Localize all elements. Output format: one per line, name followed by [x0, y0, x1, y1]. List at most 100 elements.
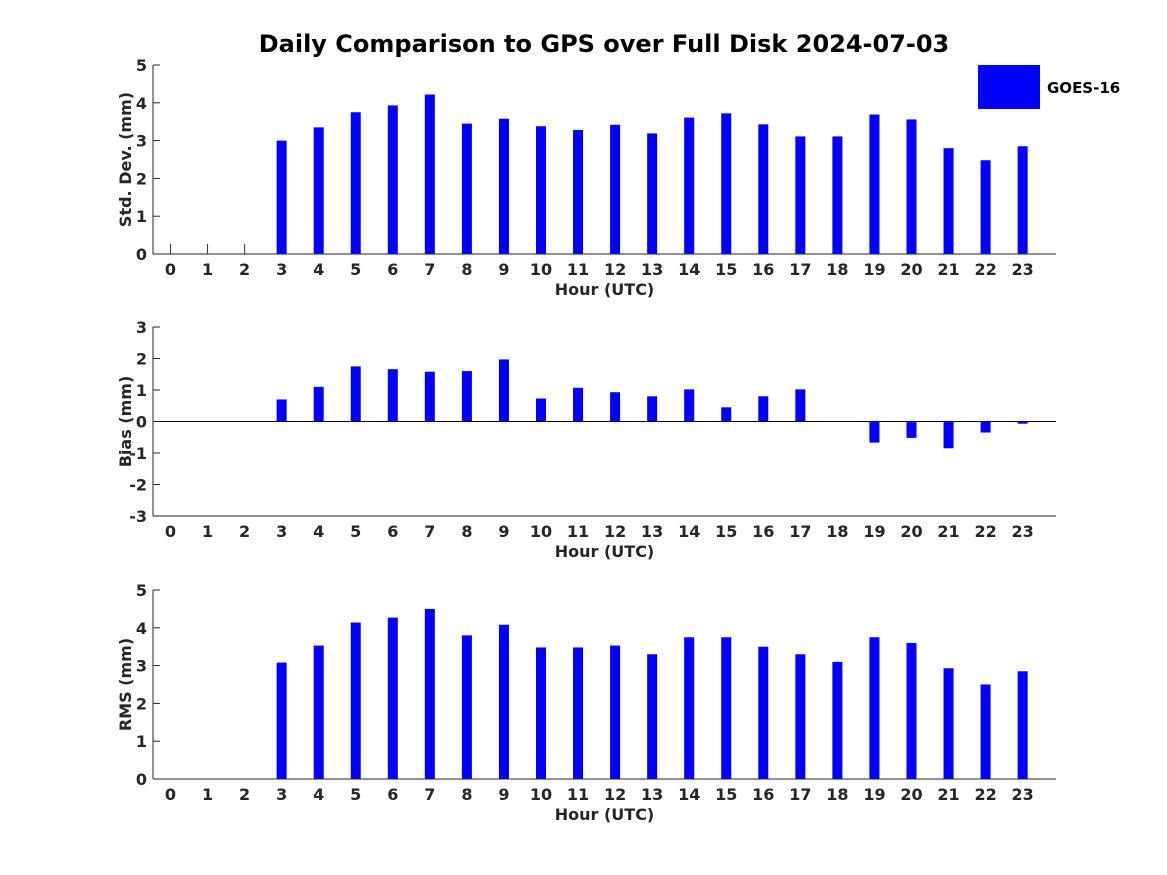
rms-x-tick-label: 13: [641, 785, 663, 804]
bias-x-tick-label: 21: [937, 522, 959, 541]
rms-x-tick-label: 21: [937, 785, 959, 804]
bias-y-tick-label: 0: [136, 413, 147, 432]
std-dev-bar-17: [795, 136, 806, 254]
std-dev-x-tick-label: 0: [165, 260, 176, 279]
rms-y-tick-label: 2: [136, 694, 147, 713]
rms-bar-13: [647, 654, 658, 779]
bias-bar-21: [943, 421, 954, 449]
rms-x-tick-label: 14: [678, 785, 700, 804]
std-dev-x-tick-label: 23: [1012, 260, 1034, 279]
rms-bar-21: [943, 668, 954, 779]
std-dev-bar-19: [869, 114, 880, 254]
bias-y-tick-label: -2: [129, 476, 147, 495]
rms-bar-10: [536, 647, 546, 779]
std-dev-bar-16: [758, 124, 769, 254]
legend: GOES-16: [978, 65, 1120, 109]
rms-bar-7: [424, 608, 435, 779]
rms-bar-16: [758, 646, 769, 779]
std-dev-y-tick-label: 4: [136, 94, 147, 113]
std-dev-bar-15: [721, 113, 732, 254]
rms-x-tick-label: 6: [387, 785, 398, 804]
rms-x-tick-label: 17: [789, 785, 811, 804]
std-dev-bar-10: [536, 126, 546, 254]
std-dev-x-tick-label: 11: [567, 260, 589, 279]
rms-bar-9: [498, 624, 509, 779]
std-dev-x-tick-label: 6: [387, 260, 398, 279]
rms-bar-8: [461, 635, 472, 779]
std-dev-x-tick-label: 16: [752, 260, 774, 279]
rms-bar-6: [387, 617, 398, 779]
std-dev-x-tick-label: 8: [461, 260, 472, 279]
std-dev-bar-4: [313, 127, 324, 254]
bias-x-tick-label: 0: [165, 522, 176, 541]
rms-bar-18: [832, 661, 843, 779]
std-dev-bar-21: [943, 148, 954, 254]
rms-x-tick-label: 19: [863, 785, 885, 804]
bias-x-tick-label: 11: [567, 522, 589, 541]
std-dev-bar-5: [350, 112, 361, 254]
bias-x-tick-label: 8: [461, 522, 472, 541]
rms-x-tick-label: 10: [530, 785, 552, 804]
std-dev-x-tick-label: 10: [530, 260, 552, 279]
bias-x-tick-label: 2: [239, 522, 250, 541]
bias-y-tick-label: 1: [136, 381, 147, 400]
bias-x-tick-label: 1: [202, 522, 213, 541]
rms-x-tick-label: 22: [974, 785, 996, 804]
std-dev-y-axis-label: Std. Dev. (mm): [116, 92, 135, 227]
std-dev-x-tick-label: 2: [239, 260, 250, 279]
bias-bar-16: [758, 396, 769, 422]
std-dev-y-tick-label: 2: [136, 169, 147, 188]
legend-swatch-goes16: [978, 65, 1040, 109]
bias-bar-7: [424, 371, 435, 422]
bias-bar-9: [498, 359, 509, 422]
std-dev-x-tick-label: 12: [604, 260, 626, 279]
rms-x-tick-label: 8: [461, 785, 472, 804]
bias-bar-10: [536, 398, 546, 422]
bias-bar-11: [573, 387, 584, 422]
rms-x-tick-label: 9: [498, 785, 509, 804]
rms-bar-15: [721, 637, 732, 779]
bias-bar-13: [647, 396, 658, 422]
bias-x-tick-label: 20: [900, 522, 922, 541]
bias-x-tick-label: 10: [530, 522, 552, 541]
rms-bar-14: [684, 637, 695, 779]
bias-bar-23: [1017, 421, 1028, 424]
bias-y-axis-label: Bias (mm): [116, 376, 135, 468]
rms-x-tick-label: 3: [276, 785, 287, 804]
std-dev-bar-18: [832, 136, 843, 254]
rms-y-axis-label: RMS (mm): [116, 638, 135, 731]
std-dev-bar-12: [610, 124, 621, 254]
rms-y-tick-label: 4: [136, 619, 147, 638]
bias-bar-19: [869, 421, 880, 443]
rms-x-tick-label: 11: [567, 785, 589, 804]
bias-bar-5: [350, 366, 361, 422]
std-dev-bar-22: [980, 160, 991, 254]
std-dev-x-tick-label: 4: [313, 260, 324, 279]
bias-x-tick-label: 12: [604, 522, 626, 541]
bias-x-tick-label: 17: [789, 522, 811, 541]
std-dev-bar-23: [1017, 146, 1028, 254]
bias-bar-4: [313, 386, 324, 422]
std-dev-bar-11: [573, 130, 584, 254]
bias-y-tick-label: 3: [136, 318, 147, 337]
rms-bar-20: [906, 642, 917, 779]
rms-y-tick-label: 5: [136, 581, 147, 600]
rms-bar-12: [610, 645, 621, 779]
rms-x-axis-label: Hour (UTC): [555, 805, 655, 824]
bias-bar-17: [795, 389, 806, 422]
rms-x-tick-label: 16: [752, 785, 774, 804]
std-dev-x-tick-label: 20: [900, 260, 922, 279]
std-dev-bar-20: [906, 119, 917, 254]
std-dev-x-axis-label: Hour (UTC): [555, 280, 655, 299]
bias-x-tick-label: 18: [826, 522, 848, 541]
std-dev-x-tick-label: 21: [937, 260, 959, 279]
rms-bar-17: [795, 654, 806, 779]
bias-bar-12: [610, 392, 621, 422]
std-dev-bar-13: [647, 133, 658, 254]
bias-bar-8: [461, 371, 472, 422]
bias-x-tick-label: 22: [974, 522, 996, 541]
std-dev-x-tick-label: 3: [276, 260, 287, 279]
std-dev-x-tick-label: 13: [641, 260, 663, 279]
